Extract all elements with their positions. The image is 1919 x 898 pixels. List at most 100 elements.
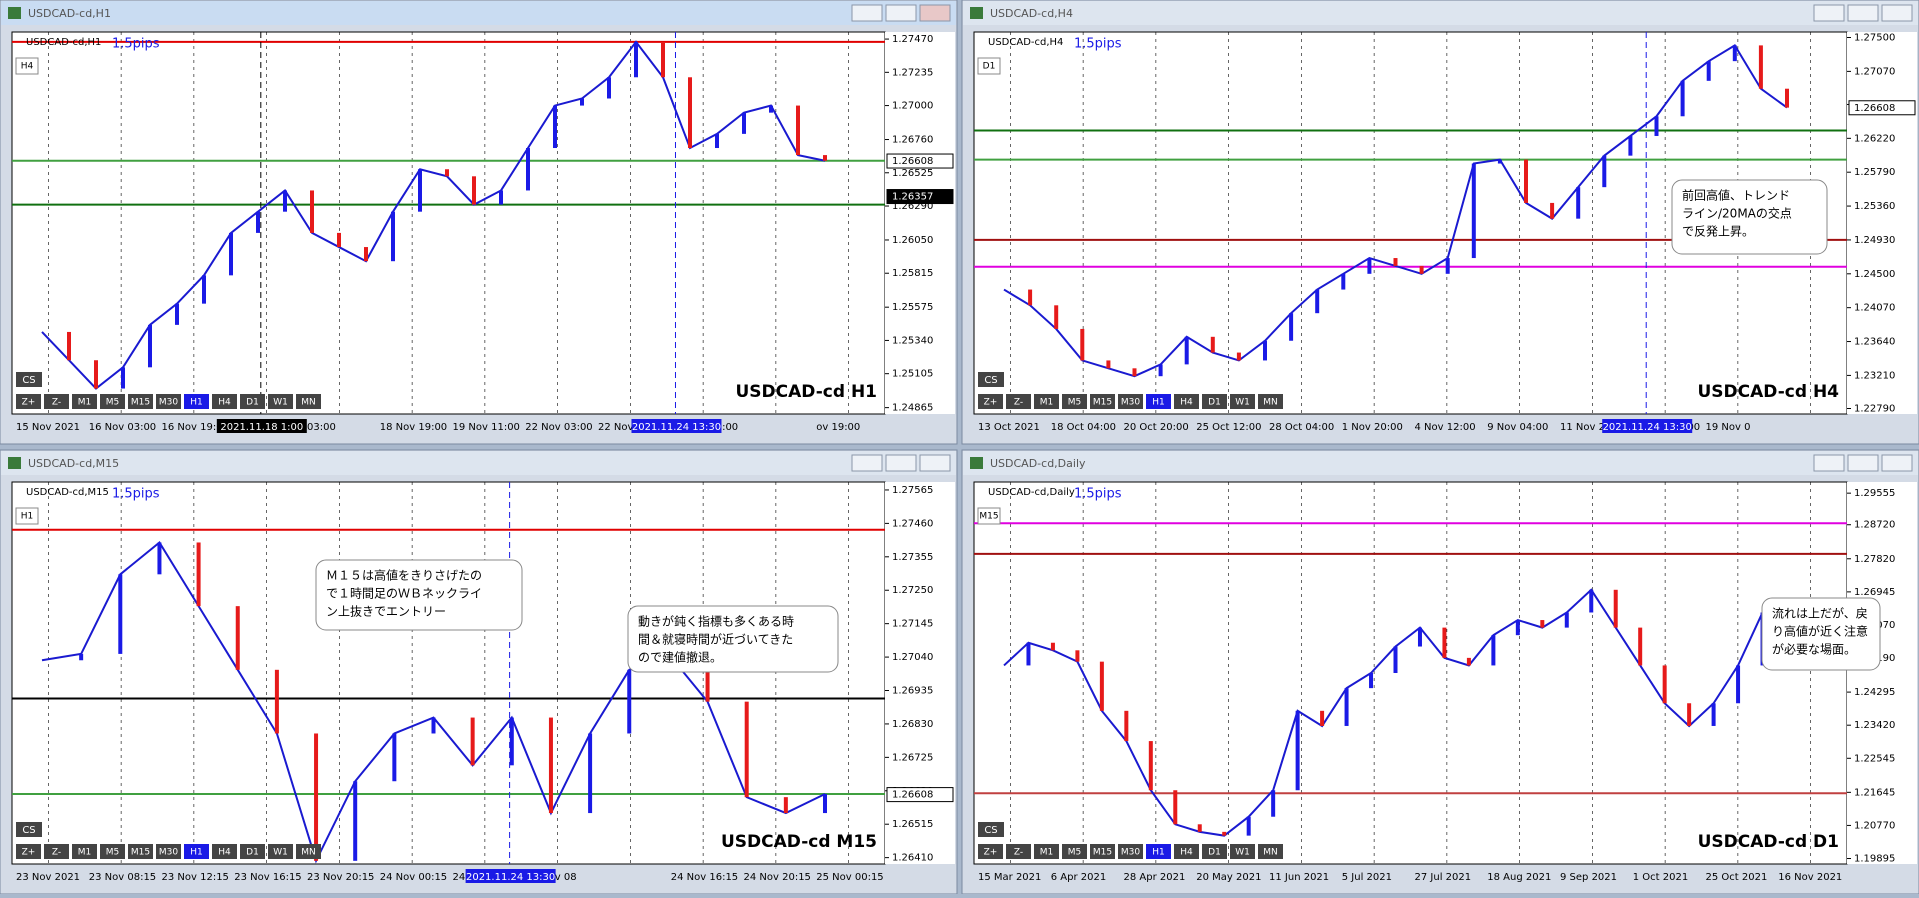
timeframe-button-bg[interactable] (1258, 394, 1283, 409)
price-tick-label: 1.25105 (892, 369, 933, 380)
timeframe-button-bg[interactable] (1146, 394, 1171, 409)
timeframe-button-bg[interactable] (1034, 844, 1059, 859)
side-button-bg[interactable] (977, 507, 1001, 525)
side-button-bg[interactable] (15, 507, 39, 525)
timeframe-button-bg[interactable] (128, 394, 153, 409)
timeframe-button: H1 (190, 398, 203, 408)
cs-button-bg[interactable] (978, 822, 1004, 837)
minimize-button[interactable] (851, 454, 883, 472)
timeframe-button-bg[interactable] (44, 844, 69, 859)
timeframe-button-bg[interactable] (296, 394, 321, 409)
timeframe-button: M1 (78, 848, 92, 858)
side-button-bg[interactable] (977, 57, 1001, 75)
price-tick-label: 1.26945 (1854, 587, 1895, 598)
timeframe-button-bg[interactable] (1090, 394, 1115, 409)
price-tick-label: 1.23640 (1854, 337, 1895, 348)
maximize-button[interactable] (885, 4, 917, 22)
callout-text: 間＆就寝時間が近づいてきた (638, 632, 793, 647)
callout-text: が必要な場面。 (1772, 642, 1856, 657)
callout-text: ン上抜きでエントリー (326, 605, 446, 619)
timeframe-button-bg[interactable] (72, 394, 97, 409)
price-tick-label: 1.24500 (1854, 269, 1895, 280)
timeframe-button-bg[interactable] (44, 394, 69, 409)
minimize-button[interactable] (1813, 454, 1845, 472)
candle-body (1173, 790, 1178, 825)
timeframe-button-bg[interactable] (212, 844, 237, 859)
callout-text: ので建値撤退。 (638, 650, 722, 665)
minimize-button[interactable] (851, 4, 883, 22)
close-button[interactable] (919, 4, 951, 22)
timeframe-button-bg[interactable] (978, 394, 1003, 409)
timeframe-button-bg[interactable] (1006, 844, 1031, 859)
close-button[interactable] (1881, 4, 1913, 22)
timeframe-button-bg[interactable] (1174, 844, 1199, 859)
timeframe-button-bg[interactable] (1062, 394, 1087, 409)
minimize-button[interactable] (1813, 4, 1845, 22)
close-button[interactable] (1881, 454, 1913, 472)
timeframe-button-bg[interactable] (16, 394, 41, 409)
timeframe-button: H1 (190, 848, 203, 858)
time-label: 1 Nov 20:00 (1342, 422, 1403, 433)
timeframe-button-bg[interactable] (1230, 394, 1255, 409)
timeframe-button-bg[interactable] (72, 844, 97, 859)
callout-box (1761, 597, 1881, 671)
timeframe-button-bg[interactable] (16, 844, 41, 859)
timeframe-button-bg[interactable] (212, 394, 237, 409)
timeframe-button-bg[interactable] (1062, 844, 1087, 859)
timeframe-button-bg[interactable] (268, 394, 293, 409)
side-button: D1 (983, 62, 996, 72)
timeframe-button-bg[interactable] (184, 844, 209, 859)
timeframe-button: M5 (1068, 848, 1082, 858)
side-button-bg[interactable] (15, 57, 39, 75)
timeframe-button-bg[interactable] (100, 394, 125, 409)
timeframe-button-bg[interactable] (156, 394, 181, 409)
timeframe-button-bg[interactable] (1174, 394, 1199, 409)
title-bar (963, 451, 1918, 475)
candle-body (1099, 661, 1104, 711)
timeframe-button-bg[interactable] (184, 394, 209, 409)
candle-body (1054, 305, 1059, 329)
cs-button-bg[interactable] (16, 822, 42, 837)
timeframe-button-bg[interactable] (296, 844, 321, 859)
timeframe-button-bg[interactable] (1118, 394, 1143, 409)
cs-button-bg[interactable] (978, 372, 1004, 387)
maximize-button[interactable] (1847, 454, 1879, 472)
timeframe-button-bg[interactable] (1258, 844, 1283, 859)
time-label: 18 Oct 04:00 (1051, 422, 1116, 433)
maximize-button[interactable] (885, 454, 917, 472)
timeframe-button-bg[interactable] (1202, 844, 1227, 859)
timeframe-button-bg[interactable] (1202, 394, 1227, 409)
timeframe-button-bg[interactable] (1118, 844, 1143, 859)
marker-label-bg (216, 419, 307, 433)
spread-label: 1.5pips (112, 37, 160, 52)
current-price: 1.26608 (1854, 103, 1895, 114)
timeframe-button-bg[interactable] (1230, 844, 1255, 859)
candle-body (1320, 710, 1325, 726)
time-label: 25 Oct 12:00 (1196, 422, 1261, 433)
candle-body (1210, 336, 1215, 353)
timeframe-button-bg[interactable] (128, 844, 153, 859)
timeframe-button-bg[interactable] (1006, 394, 1031, 409)
maximize-button[interactable] (1847, 4, 1879, 22)
time-label: 23 Nov 20:15 (307, 872, 374, 883)
timeframe-button-bg[interactable] (1034, 394, 1059, 409)
candle-body (274, 669, 279, 734)
time-label: 20 Oct 20:00 (1124, 422, 1189, 433)
cs-button-bg[interactable] (16, 372, 42, 387)
timeframe-button-bg[interactable] (1146, 844, 1171, 859)
time-label: 13 Oct 2021 (978, 422, 1040, 433)
window-title: USDCAD-cd,M15 (28, 457, 119, 470)
price-tick-label: 1.27000 (892, 101, 933, 112)
timeframe-button-bg[interactable] (240, 394, 265, 409)
timeframe-button-bg[interactable] (268, 844, 293, 859)
timeframe-button-bg[interactable] (978, 844, 1003, 859)
timeframe-button-bg[interactable] (100, 844, 125, 859)
timeframe-button-bg[interactable] (240, 844, 265, 859)
cs-button: CS (22, 375, 35, 386)
timeframe-button-bg[interactable] (1090, 844, 1115, 859)
timeframe-button-bg[interactable] (156, 844, 181, 859)
candle-body (769, 105, 773, 113)
close-button[interactable] (919, 454, 951, 472)
window-title: USDCAD-cd,H1 (28, 7, 111, 20)
timeframe-button: M5 (106, 848, 120, 858)
